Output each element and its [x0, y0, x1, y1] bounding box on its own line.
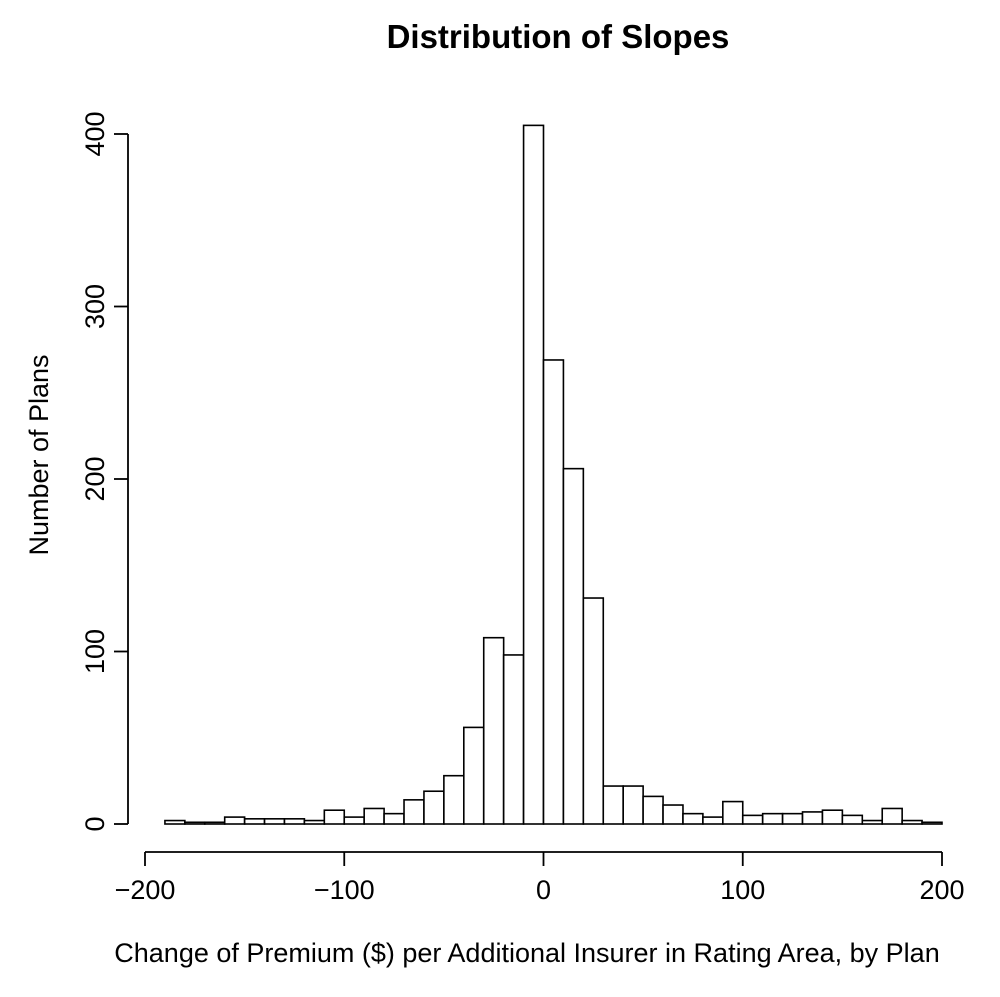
histogram-bar: [403, 799, 425, 825]
histogram-bar: [323, 809, 346, 825]
histogram-bar: [363, 807, 385, 825]
histogram-bar: [821, 809, 844, 825]
histogram-bars: [164, 124, 943, 825]
y-tick-label: 200: [80, 456, 110, 501]
histogram-bar: [881, 807, 903, 825]
y-tick-label: 0: [80, 816, 110, 831]
histogram-bar: [263, 818, 286, 825]
histogram-bar: [223, 816, 246, 825]
histogram-bar: [343, 816, 365, 825]
histogram-bar: [164, 819, 186, 825]
x-tick-label: 100: [720, 875, 765, 905]
y-tick-label: 100: [80, 629, 110, 674]
histogram-bar: [682, 812, 704, 825]
y-axis: 0 100 200 300 400: [80, 111, 129, 832]
histogram-bar: [761, 812, 784, 825]
histogram-bar: [662, 804, 684, 825]
histogram-bar: [722, 800, 744, 825]
histogram-bar: [921, 821, 943, 825]
histogram-bar: [283, 818, 306, 825]
histogram-bar: [741, 814, 764, 825]
histogram-bar: [602, 785, 625, 825]
histogram-bar: [203, 821, 226, 825]
histogram-bar: [702, 816, 724, 825]
histogram-bar: [562, 467, 585, 825]
y-tick-label: 400: [80, 111, 110, 156]
x-axis-label: Change of Premium ($) per Additional Ins…: [114, 938, 939, 968]
y-tick-label: 300: [80, 284, 110, 329]
histogram-bar: [423, 790, 445, 825]
histogram-bar: [383, 812, 405, 825]
histogram-bar: [522, 124, 545, 825]
histogram-bar: [841, 814, 864, 825]
histogram-bar: [582, 597, 605, 825]
histogram-bar: [901, 819, 923, 825]
x-tick-label: 0: [536, 875, 551, 905]
histogram-bar: [303, 819, 326, 825]
histogram-bar: [502, 654, 525, 825]
histogram-bar: [482, 636, 505, 825]
chart-title: Distribution of Slopes: [387, 18, 730, 55]
histogram-bar: [462, 726, 485, 825]
x-tick-label: −200: [115, 875, 176, 905]
histogram-bar: [801, 811, 824, 825]
y-axis-label: Number of Plans: [24, 354, 54, 555]
histogram-bar: [243, 818, 266, 825]
histogram-bar: [642, 795, 664, 825]
x-tick-label: 200: [919, 875, 964, 905]
histogram-bar: [622, 785, 644, 825]
x-axis: −200 −100 0 100 200: [115, 851, 965, 905]
histogram-bar: [443, 774, 465, 825]
histogram-bar: [861, 819, 884, 825]
histogram-bar: [542, 359, 565, 825]
histogram-bar: [184, 821, 206, 825]
x-tick-label: −100: [314, 875, 375, 905]
histogram-bar: [781, 812, 804, 825]
